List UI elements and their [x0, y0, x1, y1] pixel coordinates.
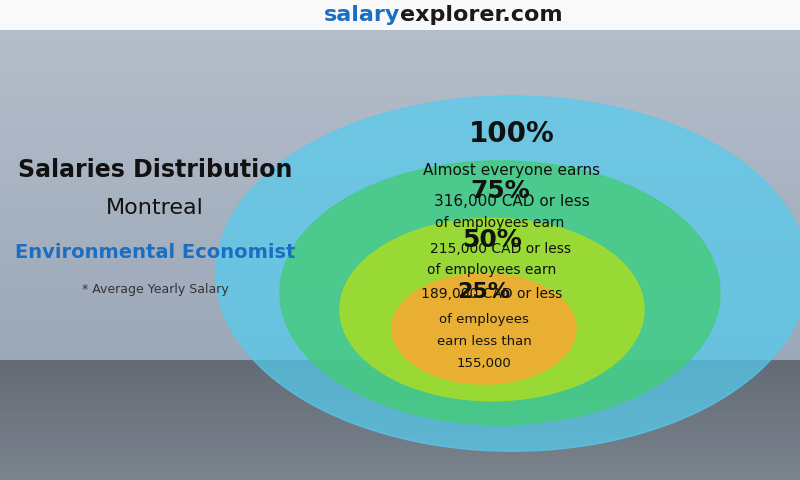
Ellipse shape [340, 218, 644, 401]
Text: * Average Yearly Salary: * Average Yearly Salary [82, 284, 228, 297]
Text: 316,000 CAD or less: 316,000 CAD or less [434, 193, 590, 208]
Text: Salaries Distribution: Salaries Distribution [18, 158, 292, 182]
Text: Environmental Economist: Environmental Economist [15, 242, 295, 262]
Text: 215,000 CAD or less: 215,000 CAD or less [430, 242, 570, 256]
Text: 50%: 50% [462, 228, 522, 252]
Ellipse shape [216, 96, 800, 451]
Text: 100%: 100% [469, 120, 555, 148]
Text: Montreal: Montreal [106, 198, 204, 218]
Text: of employees earn: of employees earn [435, 216, 565, 230]
Text: explorer.com: explorer.com [400, 5, 562, 25]
Text: earn less than: earn less than [437, 335, 531, 348]
Text: 155,000: 155,000 [457, 357, 511, 370]
Ellipse shape [392, 274, 576, 384]
Text: salary: salary [324, 5, 400, 25]
Text: 189,000 CAD or less: 189,000 CAD or less [422, 288, 562, 301]
Text: of employees: of employees [439, 313, 529, 326]
Text: 25%: 25% [458, 282, 510, 301]
Bar [0, 0, 800, 30]
Ellipse shape [280, 161, 720, 425]
Text: 75%: 75% [470, 179, 530, 203]
Text: Almost everyone earns: Almost everyone earns [423, 164, 601, 179]
Text: of employees earn: of employees earn [427, 264, 557, 277]
